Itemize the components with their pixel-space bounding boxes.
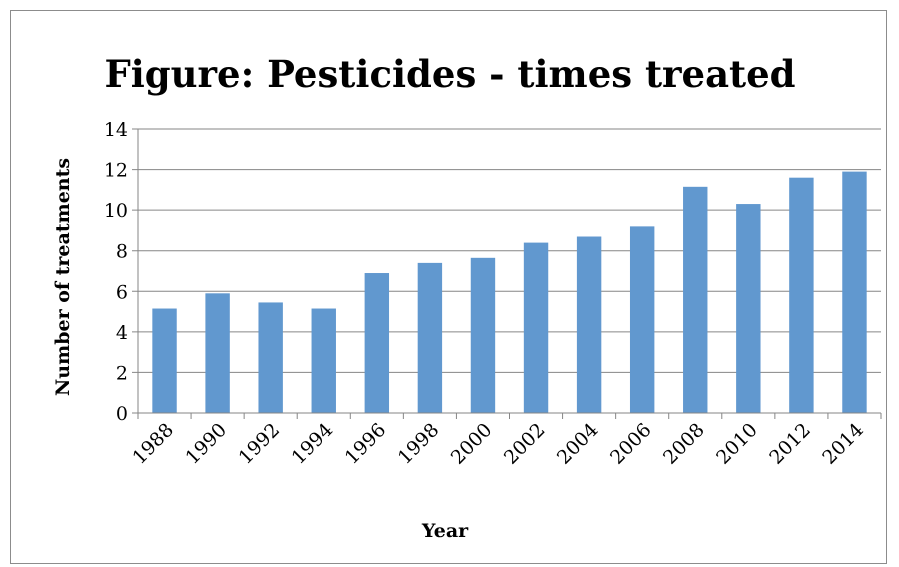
bar-2006 xyxy=(629,226,655,413)
x-tick-label: 1998 xyxy=(394,419,444,469)
x-tick-label: 1994 xyxy=(288,419,338,469)
x-tick-labels: 1988 1990 1992 1994 1996 1998 2000 2002 2004 2006… xyxy=(128,413,882,469)
bar-2010 xyxy=(736,204,761,413)
bar-2002 xyxy=(523,242,549,413)
y-tick-label: 0 xyxy=(116,403,128,425)
x-tick-label: 1990 xyxy=(181,419,231,469)
y-tick-labels: 0 2 4 6 8 10 12 14 xyxy=(104,119,128,425)
bar-2004 xyxy=(576,236,602,413)
bar-2014 xyxy=(842,171,867,413)
x-tick-label: 2002 xyxy=(500,419,550,469)
y-tick-label: 4 xyxy=(116,322,128,344)
chart-svg: Figure: Pesticides - times treated 0 2 4 6 8… xyxy=(52,52,882,542)
x-tick-label: 2006 xyxy=(606,419,656,469)
y-tick-label: 8 xyxy=(116,241,128,263)
bars xyxy=(152,171,867,413)
bar-2000 xyxy=(470,257,496,413)
bar-1998 xyxy=(417,262,443,413)
bar-2008 xyxy=(683,186,708,413)
x-tick-label: 2008 xyxy=(659,419,709,469)
y-tick-label: 6 xyxy=(116,281,128,303)
y-axis-title: Number of treatments xyxy=(52,158,74,396)
bar-1990 xyxy=(205,293,230,413)
gridlines xyxy=(132,128,881,414)
x-tick-label: 2000 xyxy=(447,419,497,469)
x-tick-label: 2012 xyxy=(765,419,815,469)
x-tick-label: 2004 xyxy=(553,419,603,469)
x-axis-title: Year xyxy=(421,520,469,542)
x-tick-label: 1988 xyxy=(128,419,178,469)
x-tick-label: 2014 xyxy=(818,419,868,469)
y-tick-label: 14 xyxy=(104,119,128,141)
x-tick-label: 2010 xyxy=(712,419,762,469)
x-tick-label: 1996 xyxy=(341,419,391,469)
bar-2012 xyxy=(789,177,814,413)
bar-1992 xyxy=(258,302,283,413)
bar-1996 xyxy=(364,273,390,413)
bar-1994 xyxy=(311,308,336,413)
chart-frame: Figure: Pesticides - times treated 0 2 4 6 8… xyxy=(10,10,887,564)
y-tick-label: 10 xyxy=(104,200,128,222)
bar-1988 xyxy=(152,308,177,413)
chart-title: Figure: Pesticides - times treated xyxy=(104,52,795,96)
y-tick-label: 12 xyxy=(104,160,128,182)
x-tick-label: 1992 xyxy=(234,419,284,469)
y-tick-label: 2 xyxy=(116,362,128,384)
